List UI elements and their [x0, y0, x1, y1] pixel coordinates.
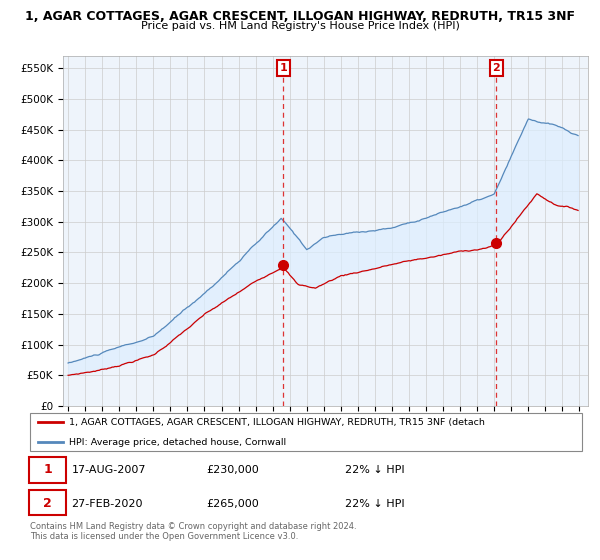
Text: 1: 1 [280, 63, 287, 73]
Text: 17-AUG-2007: 17-AUG-2007 [71, 465, 146, 475]
Text: Contains HM Land Registry data © Crown copyright and database right 2024.: Contains HM Land Registry data © Crown c… [30, 522, 356, 531]
Text: 1: 1 [43, 463, 52, 476]
Text: 22% ↓ HPI: 22% ↓ HPI [344, 465, 404, 475]
Text: £230,000: £230,000 [206, 465, 259, 475]
FancyBboxPatch shape [29, 489, 67, 515]
Text: Price paid vs. HM Land Registry's House Price Index (HPI): Price paid vs. HM Land Registry's House … [140, 21, 460, 31]
Text: 2: 2 [43, 497, 52, 510]
Text: 22% ↓ HPI: 22% ↓ HPI [344, 499, 404, 509]
Text: 27-FEB-2020: 27-FEB-2020 [71, 499, 143, 509]
Text: This data is licensed under the Open Government Licence v3.0.: This data is licensed under the Open Gov… [30, 532, 298, 541]
FancyBboxPatch shape [29, 458, 67, 483]
Text: 2: 2 [493, 63, 500, 73]
Text: 1, AGAR COTTAGES, AGAR CRESCENT, ILLOGAN HIGHWAY, REDRUTH, TR15 3NF: 1, AGAR COTTAGES, AGAR CRESCENT, ILLOGAN… [25, 10, 575, 23]
Text: 1, AGAR COTTAGES, AGAR CRESCENT, ILLOGAN HIGHWAY, REDRUTH, TR15 3NF (detach: 1, AGAR COTTAGES, AGAR CRESCENT, ILLOGAN… [68, 418, 485, 427]
Text: £265,000: £265,000 [206, 499, 259, 509]
Text: HPI: Average price, detached house, Cornwall: HPI: Average price, detached house, Corn… [68, 438, 286, 447]
FancyBboxPatch shape [30, 413, 582, 451]
